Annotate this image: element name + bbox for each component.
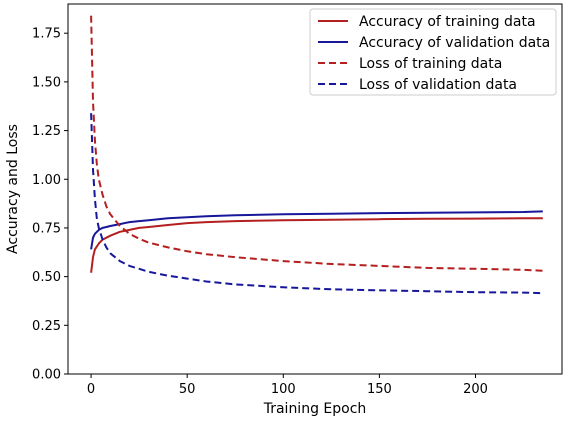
legend-label: Accuracy of training data: [359, 14, 536, 30]
y-tick-label: 1.50: [32, 75, 61, 90]
y-tick-label: 0.50: [32, 270, 61, 285]
y-tick-label: 1.75: [32, 27, 61, 42]
series-line-2: [90, 15, 543, 272]
legend-label: Accuracy of validation data: [359, 35, 550, 51]
plot-area: [67, 3, 563, 375]
y-tick-label: 1.00: [32, 173, 61, 188]
legend-label: Loss of training data: [359, 56, 502, 72]
legend: Accuracy of training data Accuracy of val…: [309, 8, 557, 96]
x-tick-label: 0: [87, 382, 95, 397]
x-tick-label: 200: [463, 382, 488, 397]
legend-label: Loss of validation data: [359, 77, 517, 93]
y-axis-label: Accuracy and Loss: [5, 124, 21, 254]
legend-box: [309, 8, 557, 96]
series-layer: [90, 15, 543, 295]
series-line-0: [90, 217, 543, 273]
x-tick-label: 150: [367, 382, 392, 397]
y-axis-ticks: 0.00 0.25 0.50 0.75 1.00 1.25 1.50 1.75: [32, 27, 68, 383]
y-tick-label: 1.25: [32, 124, 61, 139]
x-axis-ticks: 0 50 100 150 200: [87, 374, 488, 397]
y-tick-label: 0.00: [32, 368, 61, 383]
series-line-3: [90, 113, 543, 295]
series-line-1: [90, 210, 543, 250]
y-tick-label: 0.75: [32, 221, 61, 236]
x-tick-label: 100: [271, 382, 296, 397]
x-axis-label: Training Epoch: [263, 401, 367, 417]
x-tick-label: 50: [179, 382, 196, 397]
y-tick-label: 0.25: [32, 319, 61, 334]
